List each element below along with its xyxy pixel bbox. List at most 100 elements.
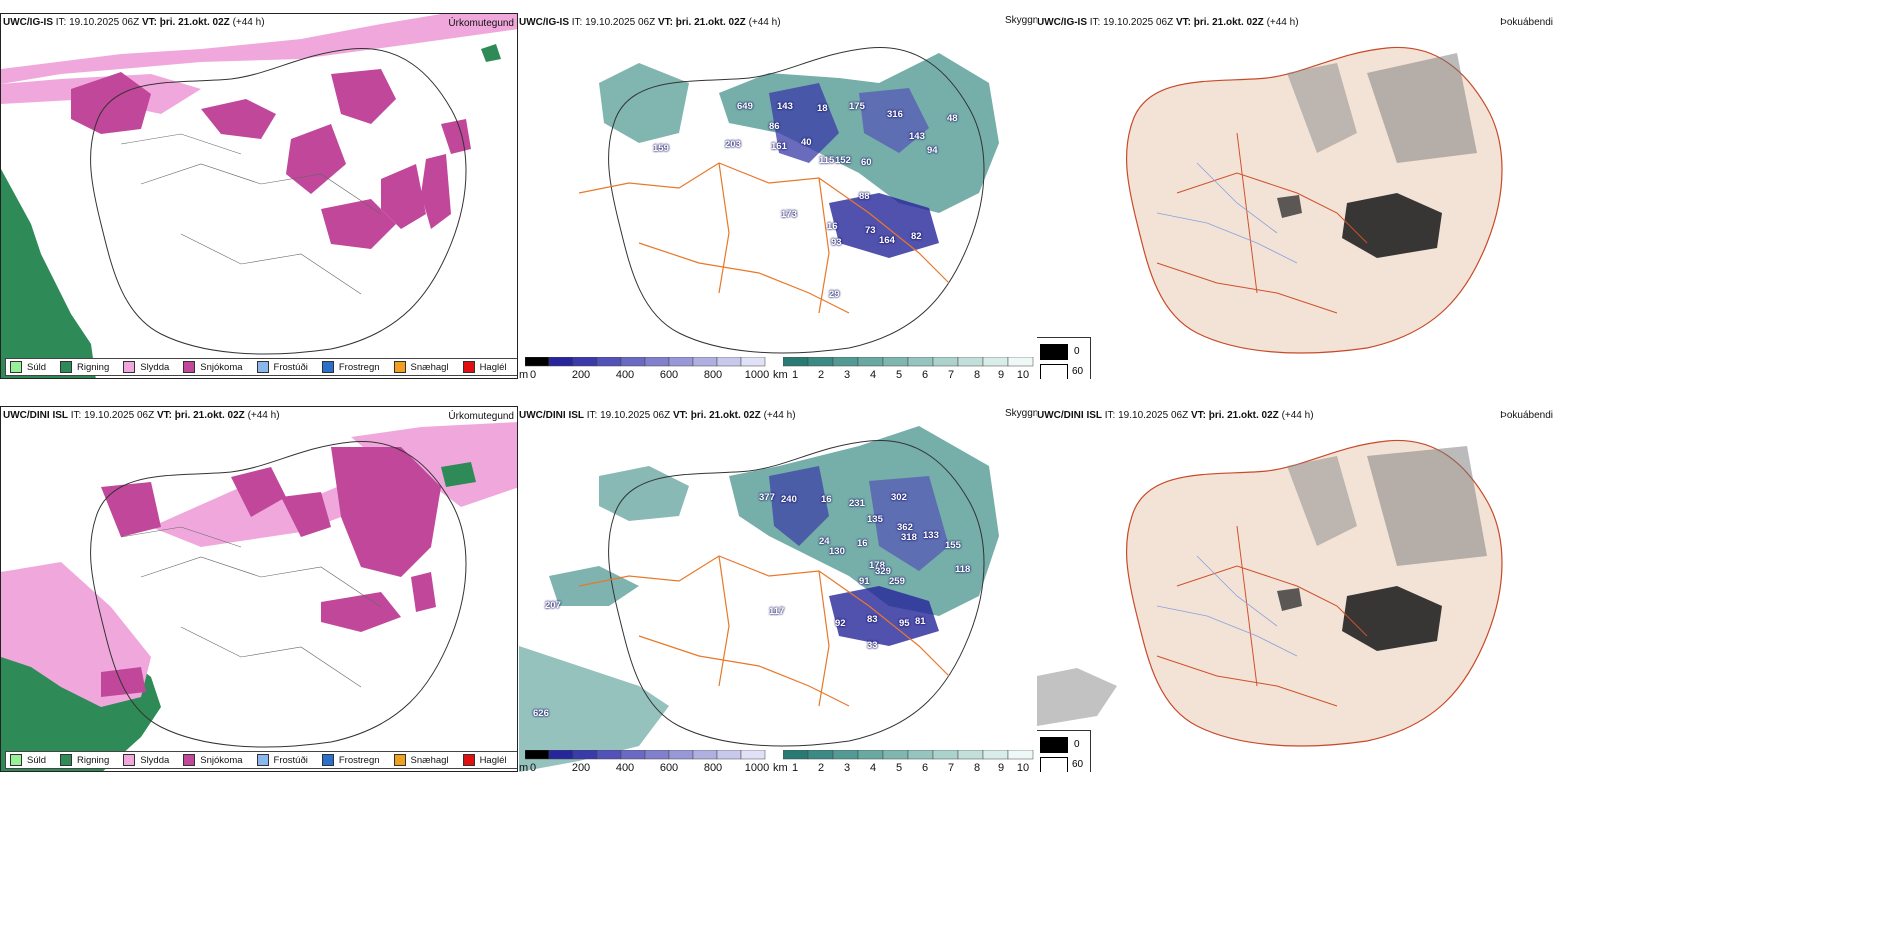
fog-map-row1 <box>1125 46 1503 354</box>
colorbar-swatch <box>740 357 766 367</box>
colorbar-swatch <box>692 750 718 760</box>
colorbar-tick: 800 <box>703 762 723 772</box>
colorbar-tick: 6 <box>921 762 929 772</box>
colorbar-swatch <box>740 750 766 760</box>
visibility-map-row2 <box>519 426 999 772</box>
colorbar-tick: 2 <box>817 762 825 772</box>
colorbar-swatch <box>783 357 809 367</box>
colorbar-swatch <box>525 750 550 760</box>
header-row2-fog: UWC/DINI ISL IT: 19.10.2025 06Z VT: þri.… <box>1037 410 1314 421</box>
colorbar-km-row1: km 1 2 3 4 5 6 7 8 9 10 <box>773 357 1039 379</box>
colorbar-km-unit: km <box>773 369 788 379</box>
legend-swatch <box>256 361 269 373</box>
panel-title-precip-row2: Úrkomutegund <box>448 411 514 422</box>
colorbar-swatch <box>982 357 1009 367</box>
panel-title-precip-row1: Úrkomutegund <box>448 18 514 29</box>
colorbar-tick: 600 <box>659 762 679 772</box>
precip-type-panel-row1: UWC/IG-IS IT: 19.10.2025 06Z VT: þri. 21… <box>0 13 518 379</box>
legend-item: Haglél <box>462 361 507 373</box>
colorbar-swatch <box>957 750 984 760</box>
legend-item: Frostúði <box>256 361 308 373</box>
colorbar-tick: 1 <box>791 762 799 772</box>
colorbar-tick: 400 <box>615 762 635 772</box>
legend-swatch <box>123 754 136 766</box>
colorbar-swatch <box>982 750 1009 760</box>
colorbar-tick: 200 <box>571 369 591 379</box>
colorbar-tick: 1000 <box>744 369 770 379</box>
legend-swatch <box>60 754 73 766</box>
legend-swatch <box>256 754 269 766</box>
header-row1-precip: UWC/IG-IS IT: 19.10.2025 06Z VT: þri. 21… <box>3 17 265 28</box>
colorbar-swatch <box>668 750 694 760</box>
colorbar-tick: 4 <box>869 369 877 379</box>
colorbar-swatch <box>525 357 550 367</box>
colorbar-tick: 5 <box>895 762 903 772</box>
colorbar-swatch <box>932 357 959 367</box>
visibility-panel-row1: Skyggni m 0 200 400 600 800 1000 km 1 2 … <box>519 13 1039 379</box>
colorbar-tick: 400 <box>615 369 635 379</box>
legend-item: Súld <box>10 754 46 766</box>
legend-item: Snjókoma <box>183 361 243 373</box>
legend-swatch <box>10 754 22 766</box>
colorbar-swatch <box>596 357 622 367</box>
panel-title-visibility-row1: Skyggni <box>1005 15 1039 26</box>
header-row1-visibility: UWC/IG-IS IT: 19.10.2025 06Z VT: þri. 21… <box>519 17 781 28</box>
colorbar-tick: 800 <box>703 369 723 379</box>
colorbar-swatch <box>620 750 646 760</box>
colorbar-swatch <box>548 357 574 367</box>
colorbar-swatch <box>957 357 984 367</box>
colorbar-tick: 1000 <box>744 762 770 772</box>
colorbar-swatch <box>807 357 834 367</box>
legend-swatch <box>183 754 196 766</box>
visibility-map-row1 <box>578 46 999 354</box>
legend-item: Slydda <box>123 361 169 373</box>
colorbar-tick: 8 <box>973 369 981 379</box>
colorbar-tick: 5 <box>895 369 903 379</box>
legend-item: Snæhagl <box>393 361 449 373</box>
legend-item: Súld <box>10 361 46 373</box>
legend-swatch <box>321 361 334 373</box>
legend-swatch <box>393 361 406 373</box>
header-row2-precip: UWC/DINI ISL IT: 19.10.2025 06Z VT: þri.… <box>3 410 280 421</box>
header-row2-visibility: UWC/DINI ISL IT: 19.10.2025 06Z VT: þri.… <box>519 410 796 421</box>
fog-key-row1: 0 60 <box>1037 337 1091 379</box>
colorbar-tick: 7 <box>947 762 955 772</box>
colorbar-tick: 3 <box>843 762 851 772</box>
legend-item: Snæhagl <box>393 754 449 766</box>
fog-key-white <box>1040 364 1068 379</box>
colorbar-swatch <box>932 750 959 760</box>
colorbar-tick: 8 <box>973 762 981 772</box>
legend-swatch <box>123 361 136 373</box>
colorbar-swatch <box>832 750 859 760</box>
legend-swatch <box>393 754 406 766</box>
colorbar-swatch <box>644 750 670 760</box>
colorbar-swatch <box>644 357 670 367</box>
colorbar-m-unit: m <box>519 762 529 772</box>
colorbar-km-unit: km <box>773 762 788 772</box>
colorbar-swatch <box>716 357 742 367</box>
colorbar-tick: 10 <box>1016 369 1030 379</box>
fog-key-white <box>1040 757 1068 772</box>
colorbar-tick: 6 <box>921 369 929 379</box>
legend-item: Frostúði <box>256 754 308 766</box>
header-row1-fog: UWC/IG-IS IT: 19.10.2025 06Z VT: þri. 21… <box>1037 17 1299 28</box>
colorbar-m-swatches-row1 <box>525 357 766 367</box>
precip-legend-row2: Súld Rigning Slydda Snjókoma Frostúði Fr… <box>5 751 517 769</box>
colorbar-swatch <box>668 357 694 367</box>
precip-type-panel-row2: UWC/DINI ISL IT: 19.10.2025 06Z VT: þri.… <box>0 406 518 772</box>
colorbar-tick: 600 <box>659 369 679 379</box>
colorbar-swatch <box>572 750 598 760</box>
colorbar-tick: 10 <box>1016 762 1030 772</box>
colorbar-swatch <box>548 750 574 760</box>
colorbar-m-swatches-row2 <box>525 750 766 760</box>
fog-key-black <box>1040 737 1068 753</box>
colorbar-tick: 7 <box>947 369 955 379</box>
colorbar-swatch <box>692 357 718 367</box>
colorbar-tick: 1 <box>791 369 799 379</box>
legend-swatch <box>60 361 73 373</box>
colorbar-tick: 200 <box>571 762 591 772</box>
colorbar-swatch <box>1007 750 1034 760</box>
colorbar-tick: 9 <box>997 369 1005 379</box>
colorbar-swatch <box>1007 357 1034 367</box>
legend-swatch <box>10 361 22 373</box>
